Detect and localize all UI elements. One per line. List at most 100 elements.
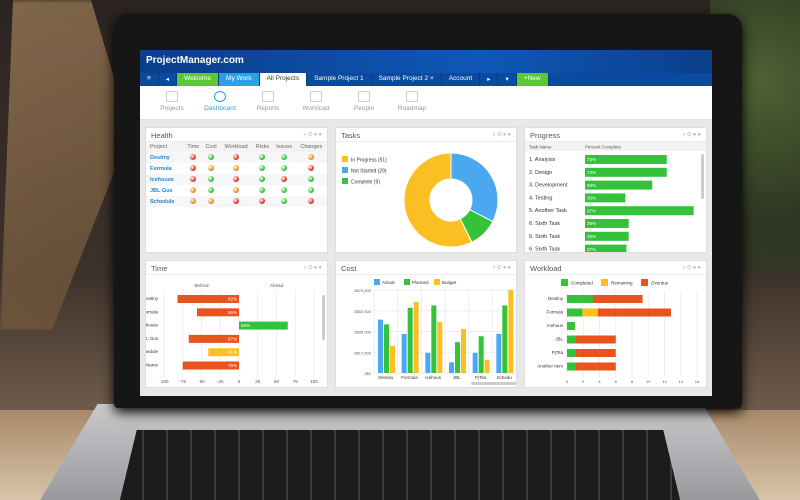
status-cell (272, 185, 295, 196)
green-status-icon (281, 197, 288, 204)
x-tick: 25 (255, 379, 261, 384)
column-header: Time (184, 142, 203, 152)
task-name: 3. Development (529, 183, 568, 189)
nav-item-workload[interactable]: Workload (292, 86, 340, 119)
people-icon (358, 91, 370, 102)
tab-5[interactable]: Sample Project 1 (307, 73, 372, 86)
progress-chart: Task Name Percent Complete 1. Analysis 73% 2… (525, 142, 706, 254)
x-tick: -25 (217, 379, 224, 384)
column-header: Risks (252, 142, 273, 152)
y-tick: Z$52,500 (354, 309, 372, 314)
project-link[interactable]: JBL Gus (150, 187, 173, 194)
x-tick: 100 (310, 379, 318, 384)
cost-bar (508, 290, 514, 373)
workload-bar (567, 362, 576, 371)
panel-controls-icon[interactable]: ⌕⚙●● (682, 265, 702, 271)
project-link[interactable]: Schedule (150, 198, 175, 205)
column-header: Issues (272, 142, 296, 152)
legend-label: Overdue (651, 281, 669, 286)
legend-label: Actual (382, 280, 395, 285)
health-table: Project Time Cost Workload Risks Issues Change… (146, 142, 327, 207)
table-row: Formula (146, 163, 327, 174)
category-label: Icehous (547, 323, 564, 328)
bar-label: 65% (241, 323, 250, 328)
tab-10[interactable]: +New (516, 73, 549, 86)
tab-8[interactable]: ▸ (480, 73, 499, 86)
cost-bar (455, 342, 460, 373)
nav-item-projects[interactable]: Projects (148, 86, 196, 119)
progress-label: 73% (587, 157, 596, 162)
red-status-icon (259, 197, 266, 204)
workload-bar (567, 308, 583, 317)
panel-title: Tasks (341, 131, 361, 140)
nav-item-dashboard[interactable]: Dashboard (196, 86, 244, 119)
category-label: JBL (555, 337, 563, 342)
tab-3[interactable]: My Work (219, 73, 260, 86)
panel-controls-icon[interactable]: ⌕⚙●● (303, 265, 323, 271)
legend-swatch (601, 279, 608, 286)
status-cell (296, 163, 327, 174)
red-status-icon (233, 175, 240, 182)
category-label: PjTita (552, 350, 564, 355)
panel-title: Health (151, 131, 173, 140)
workload-icon (310, 91, 322, 102)
column-header: Workload (219, 142, 253, 152)
x-tick: -75 (179, 379, 186, 384)
scrollbar[interactable] (471, 382, 516, 385)
progress-bar (585, 206, 694, 216)
background-lamp (0, 0, 130, 330)
cost-bar (449, 362, 454, 373)
scrollbar[interactable] (322, 295, 325, 340)
panel-title: Time (151, 264, 168, 273)
panel-controls-icon[interactable]: ⌕⚙●● (492, 132, 512, 138)
dashboard-icon (214, 91, 226, 102)
category-label: Schedu (497, 375, 513, 380)
bar-label: 75% (228, 363, 237, 368)
project-link[interactable]: Destiny (150, 154, 170, 161)
status-cell (272, 152, 295, 163)
tab-9[interactable]: ▾ (498, 73, 517, 86)
nav-item-reports[interactable]: Reports (244, 86, 292, 119)
health-panel: Health ⌕⚙●● Project Time Cost Workload Risks I… (145, 127, 328, 253)
status-cell (296, 152, 327, 163)
orange-status-icon (208, 197, 215, 204)
panel-controls-icon[interactable]: ⌕⚙●● (303, 132, 323, 138)
donut-slice (403, 152, 473, 248)
status-cell (220, 152, 253, 163)
task-name: 6. Sixth Task (529, 234, 560, 240)
time-panel: Time ⌕⚙●● Behind Ahead -100 -75 -50 -25 0 25 50 75… (140, 260, 328, 388)
status-cell (220, 196, 253, 207)
workload-bar (597, 308, 671, 317)
status-cell (296, 174, 327, 185)
project-link[interactable]: Formula (150, 165, 172, 172)
table-row: Destiny (146, 152, 327, 163)
cost-bar (496, 333, 502, 373)
y-tick: Z$35,000 (354, 330, 372, 335)
tab-7[interactable]: Account (442, 73, 481, 86)
tab-4[interactable]: All Projects (259, 73, 308, 86)
time-bar (208, 348, 239, 357)
y-tick: Z$70,000 (354, 288, 372, 293)
status-cell (220, 174, 253, 185)
column-header: Task Name (529, 145, 552, 150)
panel-controls-icon[interactable]: ⌕⚙●● (682, 132, 702, 138)
workload-bar (567, 295, 593, 303)
nav-item-roadmap[interactable]: Roadmap (388, 86, 436, 119)
green-status-icon (259, 153, 266, 160)
tab-1[interactable]: ◂ (159, 73, 178, 86)
tab-2[interactable]: Welcome (177, 73, 220, 86)
panel-controls-icon[interactable]: ⌕⚙●● (492, 265, 512, 271)
legend-label: Remaining (611, 281, 633, 286)
category-label: JBL Gus (146, 336, 159, 341)
cost-bar (431, 305, 437, 373)
column-header: Cost (202, 142, 220, 152)
tab-0[interactable]: ≡ (140, 73, 159, 86)
tab-6[interactable]: Sample Project 2 × (372, 73, 442, 86)
nav-item-people[interactable]: People (340, 86, 388, 119)
status-cell (184, 185, 202, 196)
tasks-donut-chart: In Progress (51) Not Started (29) Complete… (342, 152, 499, 248)
legend-swatch (374, 279, 380, 285)
scrollbar[interactable] (701, 154, 704, 199)
status-cell (184, 174, 202, 185)
project-link[interactable]: Icehouse (150, 176, 174, 183)
